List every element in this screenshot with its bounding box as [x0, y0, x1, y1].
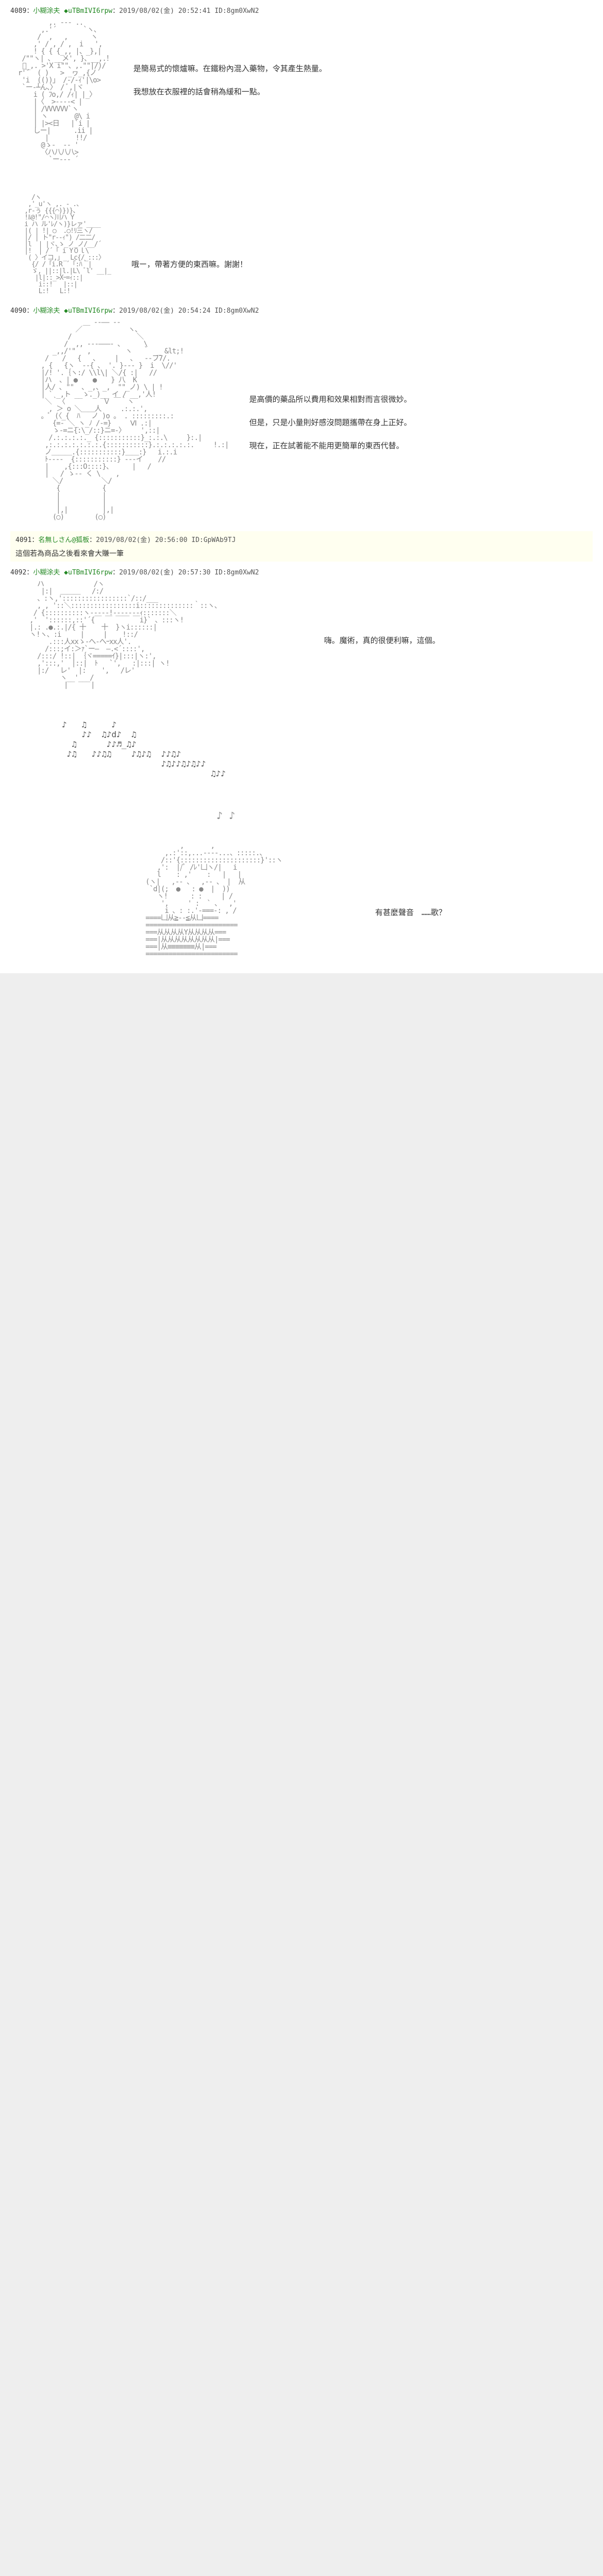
post-date: 2019/08/02(金) 20:56:00 [96, 536, 187, 544]
post-tripcode: ◆uTBmIVI6rpw [64, 307, 112, 315]
post-4092: 4092：小糊涂夫 ◆uTBmIVI6rpw：2019/08/02(金) 20:… [10, 567, 593, 958]
post-name[interactable]: 小糊涂夫 [33, 7, 60, 15]
dialogue-line: 是高價的藥品所以費用和效果相對而言很微妙。 [249, 391, 411, 408]
dialogue-line: 嗨。魔術，真的很便利嘛，這個。 [324, 632, 440, 649]
post-number[interactable]: 4091 [15, 536, 31, 544]
post-name[interactable]: 小糊涂夫 [33, 569, 60, 577]
ascii-art-girl-sitting: ,. --- .. ,.'´ `ヽ、 / , , ヽ ,' / , / , i … [10, 19, 113, 163]
post-date: 2019/08/02(金) 20:52:41 [119, 7, 210, 15]
post-number[interactable]: 4089 [10, 7, 26, 15]
post-tripcode: ◆uTBmIVI6rpw [64, 569, 112, 577]
music-notes-divider: ♪ ♫ ♪ ♪♪ ♫♪d♪ ♫ ♫ ♪♪♬_♫♪ ♪♫ ♪♪♫♫ ♪♫♪♫ ♪♪… [10, 720, 593, 778]
ascii-art-girl-pointing: /ヽ ,'_u'ヽ ,. - .、 ,r-ぅ {{{⌒)})}、 !ﾙ@!"/⌒… [10, 194, 111, 295]
ascii-art-man-face: , , ,.:'::,...----...、:::::.、 /::'{:::::… [134, 842, 282, 958]
post-id: ID:8gm0XwN2 [214, 7, 259, 15]
post-body-text: 這個若為商品之後看來會大賺一筆 [15, 548, 588, 558]
dialogue-line: 是簡易式的懷爐嘛。在鐵粉內混入藥物，令其產生熱量。 [133, 60, 327, 77]
post-4091: 4091：名無しさん@狐板：2019/08/02(金) 20:56:00 ID:… [10, 531, 593, 562]
post-tripcode: ◆uTBmIVI6rpw [64, 7, 112, 15]
post-date: 2019/08/02(金) 20:54:24 [119, 307, 210, 315]
post-header: 4090：小糊涂夫 ◆uTBmIVI6rpw：2019/08/02(金) 20:… [10, 305, 593, 315]
dialogue-line: 現在，正在試著能不能用更簡單的東西代替。 [249, 437, 411, 454]
post-header: 4091：名無しさん@狐板：2019/08/02(金) 20:56:00 ID:… [15, 534, 588, 544]
dialogue-block: 嗨。魔術，真的很便利嘛，這個。 [242, 581, 440, 655]
dialogue-line: 但是，只是小量則好感沒問題攜帶在身上正好。 [249, 414, 411, 431]
dialogue-block: 哦ー，帶著方便的東西嘛。謝謝！ [131, 194, 247, 279]
post-header: 4092：小糊涂夫 ◆uTBmIVI6rpw：2019/08/02(金) 20:… [10, 567, 593, 577]
dialogue-block: 有甚麼聲音 ……歌？ [303, 842, 446, 927]
post-name[interactable]: 小糊涂夫 [33, 307, 60, 315]
post-4090: 4090：小糊涂夫 ◆uTBmIVI6rpw：2019/08/02(金) 20:… [10, 305, 593, 521]
single-notes: ♪ ♪ [216, 809, 593, 822]
post-id: ID:GpWAb9TJ [191, 536, 236, 544]
dialogue-block: 是高價的藥品所以費用和效果相對而言很微妙。 但是，只是小量則好感沒問題攜帶在身上… [249, 319, 411, 461]
post-header: 4089：小糊涂夫 ◆uTBmIVI6rpw：2019/08/02(金) 20:… [10, 5, 593, 15]
post-number[interactable]: 4090 [10, 307, 26, 315]
post-id: ID:8gm0XwN2 [214, 569, 259, 577]
post-4089: 4089：小糊涂夫 ◆uTBmIVI6rpw：2019/08/02(金) 20:… [10, 5, 593, 295]
dialogue-line: 我想放在衣服裡的話會稍為緩和一點。 [133, 83, 327, 100]
ascii-art-woman-profile: ＿ --―― -- ／ ヽ、 / ＼ / ,, ---―――- ､ \ _,,/… [10, 319, 228, 521]
post-name[interactable]: 名無しさん@狐板 [38, 536, 89, 544]
post-number[interactable]: 4092 [10, 569, 26, 577]
dialogue-line: 有甚麼聲音 ……歌？ [375, 904, 446, 921]
post-date: 2019/08/02(金) 20:57:30 [119, 569, 210, 577]
ascii-art-cat-girl: ハ /ヽ |:| ＿＿＿ /:/ 、:ヽ,':::::::::::::::::`… [10, 581, 221, 689]
dialogue-line: 哦ー，帶著方便的東西嘛。謝謝！ [131, 256, 247, 273]
dialogue-block: 是簡易式的懷爐嘛。在鐵粉內混入藥物，令其產生熱量。 我想放在衣服裡的話會稍為緩和… [133, 19, 327, 107]
post-id: ID:8gm0XwN2 [214, 307, 259, 315]
